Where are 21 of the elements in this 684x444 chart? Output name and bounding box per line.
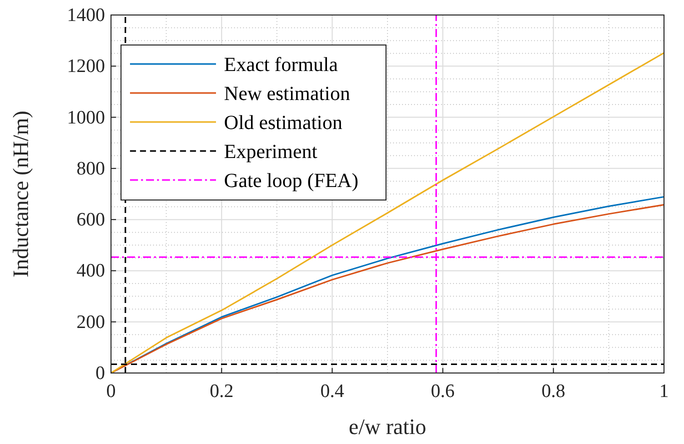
x-tick-label: 0.2 [210,381,234,402]
y-tick-label: 1200 [67,56,105,78]
y-tick-label: 1000 [67,107,105,128]
legend-label: Experiment [224,141,318,163]
x-tick-label: 1 [659,381,669,402]
legend-label: New estimation [224,83,350,105]
legend-label: Gate loop (FEA) [224,170,358,192]
x-axis-title: e/w ratio [348,414,426,439]
legend-label: Old estimation [224,112,342,134]
x-tick-label: 0.4 [320,381,345,402]
y-axis-title: Inductance (nH/m) [8,110,33,278]
x-tick-label: 0.6 [430,381,455,402]
line-series [110,52,665,374]
legend-label: Exact formula [224,54,338,76]
y-tick-label: 0 [96,363,105,384]
x-tick-label: 0.8 [542,381,566,402]
y-tick-label: 200 [76,312,105,333]
y-tick-label: 400 [76,260,105,282]
y-tick-label: 600 [76,210,105,231]
y-tick-label: 1400 [67,5,105,26]
y-tick-label: 800 [76,158,105,180]
